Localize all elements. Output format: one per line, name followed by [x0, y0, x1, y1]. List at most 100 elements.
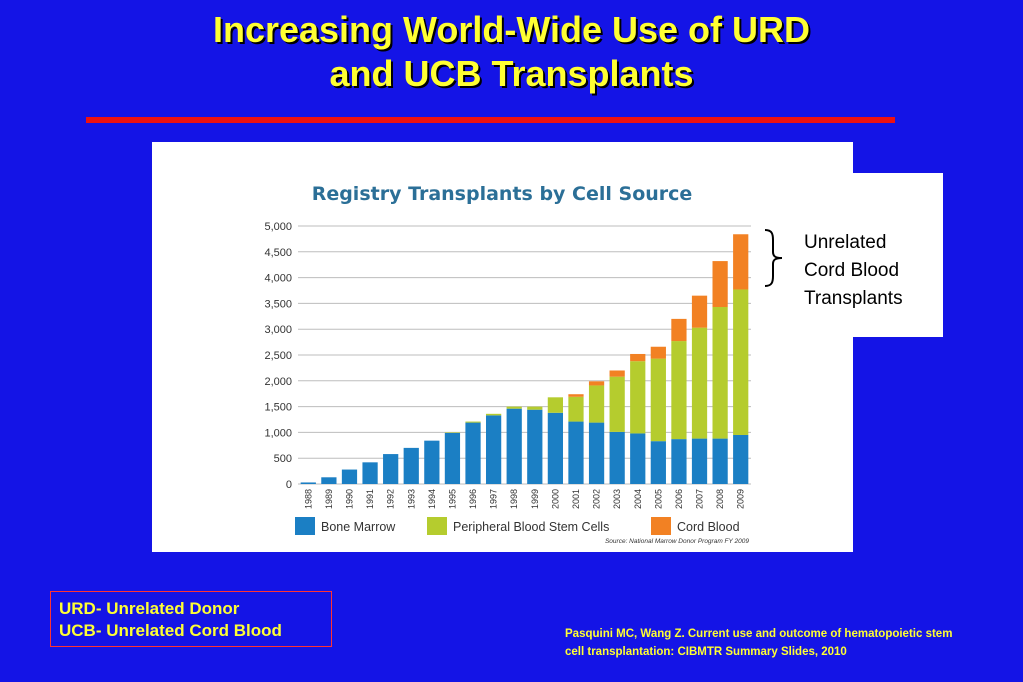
- y-tick-label: 1,000: [264, 427, 292, 439]
- bar-cord-blood: [588, 381, 605, 386]
- bar-peripheral-blood-stem-cells: [650, 358, 666, 442]
- x-tick-label: 2008: [715, 489, 725, 509]
- y-tick-label: 3,500: [264, 298, 292, 310]
- x-tick-label: 1992: [386, 489, 396, 509]
- bar-bone-marrow: [465, 422, 481, 484]
- chart-panel: Registry Transplants by Cell Source 0 500 1…: [152, 142, 853, 552]
- bar-bone-marrow: [568, 421, 584, 484]
- bar-peripheral-blood-stem-cells: [671, 341, 687, 440]
- x-tick-label: 1999: [530, 489, 540, 509]
- x-tick-label: 2009: [736, 489, 746, 509]
- bar-peripheral-blood-stem-cells: [733, 289, 749, 435]
- bar-peripheral-blood-stem-cells: [465, 421, 481, 423]
- x-tick-label: 1993: [406, 489, 416, 509]
- bar-peripheral-blood-stem-cells: [527, 406, 543, 410]
- bar-bone-marrow: [383, 454, 399, 484]
- bar-peripheral-blood-stem-cells: [609, 376, 625, 432]
- bar-peripheral-blood-stem-cells: [630, 361, 646, 434]
- bar-bone-marrow: [588, 422, 605, 484]
- y-tick-label: 500: [274, 453, 292, 465]
- bar-peripheral-blood-stem-cells: [712, 307, 728, 439]
- legend-swatch: [427, 517, 447, 535]
- legend-label: Cord Blood: [677, 520, 740, 534]
- citation: Pasquini MC, Wang Z. Current use and out…: [565, 625, 1017, 661]
- bar-cord-blood: [609, 370, 625, 377]
- x-tick-label: 2003: [612, 489, 622, 509]
- bar-peripheral-blood-stem-cells: [485, 413, 502, 416]
- bar-peripheral-blood-stem-cells: [547, 397, 564, 413]
- bar-cord-blood: [671, 318, 687, 342]
- bar-bone-marrow: [321, 477, 337, 484]
- x-tick-label: 2001: [571, 489, 581, 509]
- x-tick-label: 2002: [592, 489, 602, 509]
- y-tick-label: 1,500: [264, 402, 292, 414]
- x-tick-label: 1998: [509, 489, 519, 509]
- abbr-ucb: UCB- Unrelated Cord Blood: [59, 621, 282, 640]
- bar-bone-marrow: [403, 447, 419, 484]
- y-tick-label: 2,000: [264, 376, 292, 388]
- cord-blood-callout: Unrelated Cord Blood Transplants: [804, 229, 939, 313]
- x-tick-label: 1994: [427, 489, 437, 509]
- callout-line-3: Transplants: [804, 288, 903, 309]
- x-tick-label: 1991: [365, 489, 375, 509]
- right-brace-icon: [764, 229, 783, 287]
- y-tick-label: 4,000: [264, 273, 292, 285]
- x-tick-label: 1997: [489, 489, 499, 509]
- bar-cord-blood: [568, 394, 584, 397]
- bar-bone-marrow: [609, 431, 625, 484]
- y-tick-label: 0: [286, 479, 292, 491]
- bar-bone-marrow: [362, 462, 378, 484]
- citation-line-1: Pasquini MC, Wang Z. Current use and out…: [565, 628, 953, 640]
- bar-peripheral-blood-stem-cells: [691, 327, 708, 439]
- x-tick-label: 2006: [674, 489, 684, 509]
- bar-peripheral-blood-stem-cells: [588, 385, 605, 423]
- bar-cord-blood: [650, 346, 666, 359]
- bar-bone-marrow: [300, 482, 316, 484]
- callout-line-2: Cord Blood: [804, 260, 900, 281]
- slide-title: Increasing World-Wide Use of URD and UCB…: [0, 8, 1023, 96]
- x-tick-label: 1989: [324, 489, 334, 509]
- x-tick-label: 2005: [653, 489, 663, 509]
- x-tick-label: 1988: [303, 489, 313, 509]
- y-tick-label: 5,000: [264, 221, 292, 233]
- bar-cord-blood: [691, 295, 708, 328]
- chart-source: Source: National Marrow Donor Program FY…: [605, 538, 749, 545]
- bar-bone-marrow: [527, 409, 543, 484]
- legend-label: Peripheral Blood Stem Cells: [453, 520, 609, 534]
- bar-cord-blood: [712, 261, 728, 308]
- legend-label: Bone Marrow: [321, 520, 396, 534]
- chart-title: Registry Transplants by Cell Source: [312, 183, 693, 205]
- bar-bone-marrow: [547, 412, 564, 484]
- x-tick-label: 1995: [447, 489, 457, 509]
- bar-bone-marrow: [630, 433, 646, 484]
- x-tick-label: 1996: [468, 489, 478, 509]
- bar-bone-marrow: [485, 415, 502, 484]
- bar-peripheral-blood-stem-cells: [444, 432, 461, 433]
- y-tick-label: 4,500: [264, 247, 292, 259]
- bar-peripheral-blood-stem-cells: [568, 396, 584, 422]
- y-tick-label: 3,000: [264, 324, 292, 336]
- abbr-urd: URD- Unrelated Donor: [59, 599, 240, 618]
- registry-chart: Registry Transplants by Cell Source 0 500 1…: [264, 183, 751, 545]
- y-tick-label: 2,500: [264, 350, 292, 362]
- bar-bone-marrow: [671, 439, 687, 484]
- bar-bone-marrow: [712, 438, 728, 484]
- callout-line-1: Unrelated: [804, 232, 887, 253]
- bar-bone-marrow: [691, 438, 708, 484]
- citation-line-2: cell transplantation: CIBMTR Summary Sli…: [565, 646, 847, 658]
- x-tick-label: 2000: [550, 489, 560, 509]
- bar-cord-blood: [630, 353, 646, 362]
- title-underline: [86, 117, 895, 123]
- bar-bone-marrow: [650, 441, 666, 484]
- legend-swatch: [651, 517, 671, 535]
- legend-swatch: [295, 517, 315, 535]
- x-tick-label: 2004: [633, 489, 643, 509]
- bar-peripheral-blood-stem-cells: [506, 406, 522, 409]
- bar-bone-marrow: [424, 440, 440, 484]
- bar-bone-marrow: [444, 432, 461, 484]
- bar-cord-blood: [733, 234, 749, 290]
- bar-bone-marrow: [733, 434, 749, 484]
- x-tick-label: 1990: [344, 489, 354, 509]
- title-line-2: and UCB Transplants: [329, 53, 694, 94]
- bar-bone-marrow: [341, 469, 358, 484]
